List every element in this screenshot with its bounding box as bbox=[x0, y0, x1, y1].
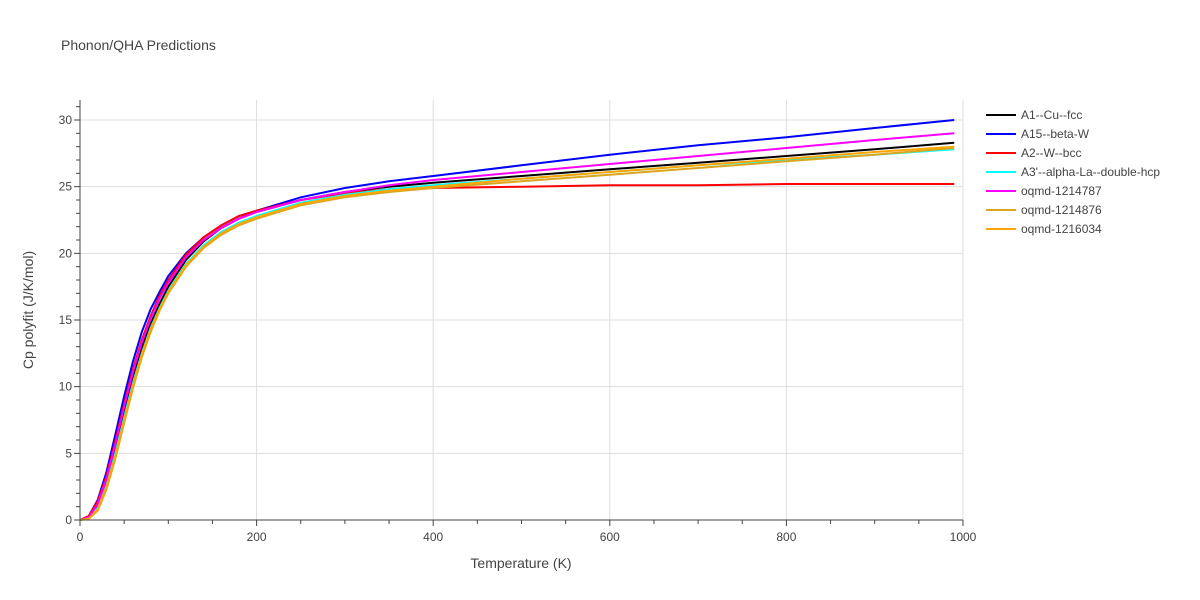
series-line-5 bbox=[79, 147, 955, 521]
y-tick-label: 20 bbox=[59, 246, 73, 260]
legend-item[interactable]: A15--beta-W bbox=[986, 127, 1090, 141]
x-tick-label: 800 bbox=[776, 530, 796, 544]
legend-item[interactable]: A2--W--bcc bbox=[986, 146, 1081, 160]
legend-label: A15--beta-W bbox=[1021, 127, 1090, 141]
x-tick-label: 200 bbox=[247, 530, 267, 544]
series-line-3 bbox=[79, 148, 955, 521]
y-axis-title: Cp polyfit (J/K/mol) bbox=[20, 251, 36, 369]
chart-title: Phonon/QHA Predictions bbox=[61, 37, 216, 53]
legend-item[interactable]: oqmd-1216034 bbox=[986, 222, 1102, 236]
legend-item[interactable]: oqmd-1214787 bbox=[986, 184, 1102, 198]
axes: 0 200 400 600 800 1000 0 5 10 15 20 25 30 bbox=[59, 100, 977, 544]
x-tick-label: 600 bbox=[600, 530, 620, 544]
legend-item[interactable]: A3'--alpha-La--double-hcp bbox=[986, 165, 1160, 179]
x-axis-title: Temperature (K) bbox=[470, 555, 571, 571]
y-tick-label: 5 bbox=[65, 446, 72, 460]
x-tick-label: 400 bbox=[423, 530, 443, 544]
y-tick-label: 15 bbox=[59, 313, 73, 327]
series-line-6 bbox=[79, 145, 955, 521]
y-tick-label: 25 bbox=[59, 180, 73, 194]
series-line-0 bbox=[79, 141, 955, 521]
legend-item[interactable]: A1--Cu--fcc bbox=[986, 108, 1082, 122]
y-tick-label: 0 bbox=[65, 513, 72, 527]
y-tick-label: 30 bbox=[59, 113, 73, 127]
legend-label: A2--W--bcc bbox=[1021, 146, 1081, 160]
legend-label: A1--Cu--fcc bbox=[1021, 108, 1082, 122]
legend-item[interactable]: oqmd-1214876 bbox=[986, 203, 1102, 217]
legend[interactable]: A1--Cu--fcc A15--beta-W A2--W--bcc A3'--alp… bbox=[986, 108, 1160, 236]
legend-label: oqmd-1214876 bbox=[1021, 203, 1102, 217]
legend-label: oqmd-1216034 bbox=[1021, 222, 1102, 236]
series-line-4 bbox=[79, 132, 955, 521]
x-tick-label: 0 bbox=[77, 530, 84, 544]
grid bbox=[80, 100, 964, 520]
plot-area bbox=[79, 119, 955, 521]
x-tick-label: 1000 bbox=[950, 530, 977, 544]
legend-label: oqmd-1214787 bbox=[1021, 184, 1102, 198]
y-tick-label: 10 bbox=[59, 380, 73, 394]
legend-label: A3'--alpha-La--double-hcp bbox=[1021, 165, 1160, 179]
